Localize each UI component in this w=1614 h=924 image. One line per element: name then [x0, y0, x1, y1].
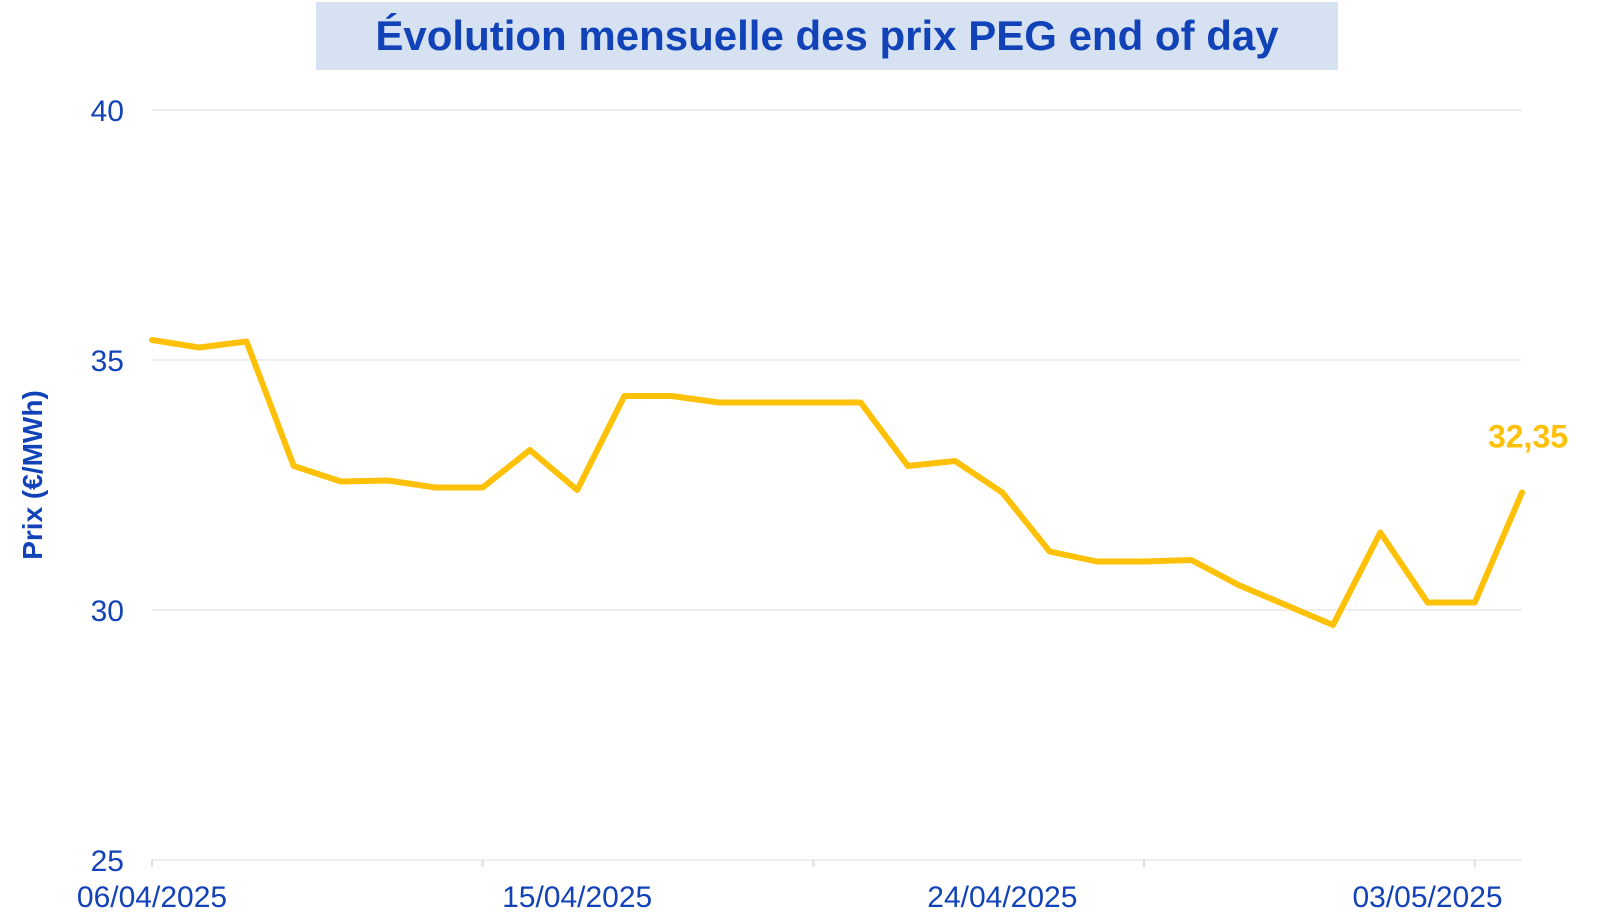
y-tick-label: 35	[91, 345, 124, 378]
x-tick-label: 24/04/2025	[927, 881, 1077, 914]
y-tick-label: 40	[91, 95, 124, 128]
x-axis	[151, 859, 1522, 867]
x-tick-label: 15/04/2025	[502, 881, 652, 914]
gridlines	[152, 109, 1522, 861]
chart-title: Évolution mensuelle des prix PEG end of …	[316, 2, 1338, 70]
x-tick-label: 06/04/2025	[77, 881, 227, 914]
y-tick-label: 25	[91, 845, 124, 878]
series-line	[149, 337, 1525, 628]
data-labels: 32,35	[1488, 419, 1568, 455]
data-label-last-value: 32,35	[1488, 419, 1568, 455]
x-tick-labels: 06/04/2025 15/04/2025 24/04/2025 03/05/2025	[77, 881, 1503, 914]
y-tick-label: 30	[91, 595, 124, 628]
series-layer	[149, 337, 1525, 628]
y-axis-title: Prix (€/MWh)	[17, 390, 48, 560]
y-axis: 25 30 35 40	[91, 95, 124, 878]
x-tick-label: 03/05/2025	[1352, 881, 1502, 914]
